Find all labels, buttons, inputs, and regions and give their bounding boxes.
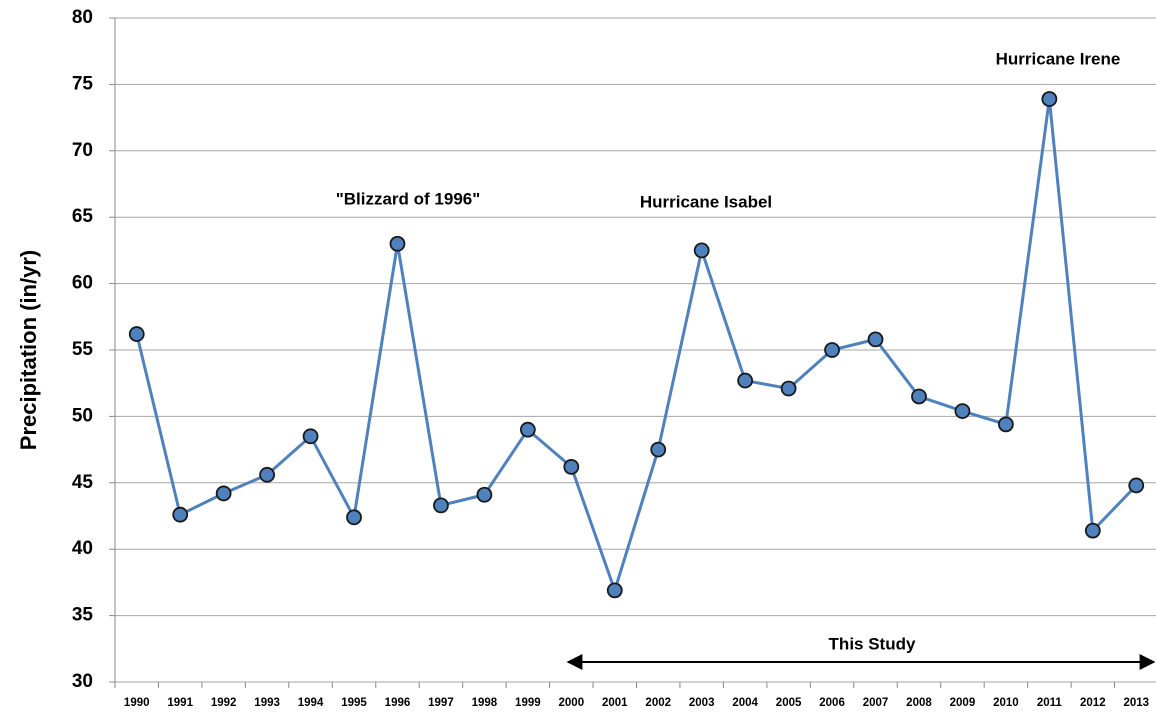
marker (1128, 477, 1145, 494)
marker (737, 372, 754, 389)
x-tick-label: 1998 (472, 697, 498, 709)
annotation: Hurricane Isabel (640, 192, 772, 211)
y-tick-label: 50 (72, 405, 93, 426)
x-tick-label: 1999 (515, 697, 541, 709)
marker (172, 506, 189, 523)
x-tick-label: 1991 (167, 697, 193, 709)
x-tick-label: 2001 (602, 697, 628, 709)
marker (1041, 91, 1058, 107)
marker (824, 342, 840, 358)
marker (911, 388, 927, 405)
marker (780, 380, 797, 397)
x-tick-label: 1996 (385, 697, 411, 709)
x-tick-label: 2007 (863, 697, 889, 709)
y-tick-label: 65 (72, 206, 94, 227)
y-tick-label: 60 (72, 273, 93, 294)
x-tick-label: 1997 (428, 697, 454, 709)
marker (433, 497, 449, 514)
marker (519, 421, 536, 438)
x-tick-label: 1995 (341, 697, 367, 709)
y-tick-label: 70 (72, 140, 93, 161)
x-tick-label: 2011 (1037, 697, 1063, 709)
x-tick-label: 2012 (1080, 697, 1106, 709)
marker (693, 242, 710, 259)
x-tick-label: 2005 (776, 697, 802, 709)
y-tick-label: 55 (72, 339, 94, 360)
x-tick-label: 2009 (950, 697, 976, 709)
marker (128, 326, 145, 342)
x-tick-label: 1992 (211, 697, 237, 709)
annotation: Hurricane Irene (996, 49, 1121, 68)
marker (302, 428, 319, 445)
annotation: "Blizzard of 1996" (336, 189, 481, 208)
x-tick-label: 2002 (645, 697, 671, 709)
marker (997, 416, 1014, 433)
y-tick-label: 30 (72, 671, 93, 692)
x-tick-label: 2010 (993, 697, 1019, 709)
marker (606, 582, 623, 599)
marker (476, 486, 493, 503)
marker (259, 466, 276, 483)
marker (389, 235, 406, 252)
x-tick-label: 2013 (1123, 697, 1149, 709)
marker (563, 458, 580, 475)
x-tick-label: 2000 (559, 697, 585, 709)
line (135, 98, 1138, 596)
annotation: This Study (829, 634, 916, 653)
y-tick-label: 40 (72, 538, 93, 559)
x-tick-label: 2004 (732, 697, 758, 709)
y-tick-label: 80 (72, 7, 93, 28)
x-tick-label: 1993 (254, 697, 280, 709)
marker (215, 485, 232, 502)
x-tick-label: 2003 (689, 697, 715, 709)
x-tick-label: 1994 (298, 697, 324, 709)
marker (954, 403, 971, 419)
y-tick-label: 45 (72, 472, 94, 493)
x-tick-label: 1990 (124, 697, 150, 709)
marker (650, 441, 667, 458)
y-tick-label: 35 (72, 605, 94, 626)
marker (346, 509, 362, 526)
marker (1084, 522, 1101, 539)
x-tick-label: 2006 (819, 697, 845, 709)
marker (867, 331, 884, 348)
y-tick-label: 75 (72, 73, 94, 94)
x-tick-label: 2008 (906, 697, 932, 709)
y-axis-label: Precipitation (in/yr) (16, 250, 41, 450)
